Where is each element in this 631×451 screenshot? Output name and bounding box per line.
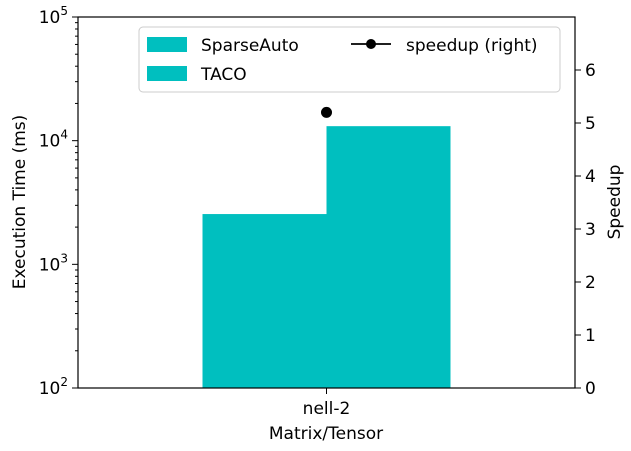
y-tick-label-3: 105 — [39, 4, 68, 28]
y-right-tick-label-3: 3 — [585, 220, 596, 240]
legend-label-sparseauto: SparseAuto — [201, 36, 299, 56]
legend-frame — [138, 26, 561, 93]
y-right-tick-label-6: 6 — [585, 61, 596, 81]
legend-marker-speedup — [366, 39, 376, 49]
right-axis-ticks: 0 1 2 3 4 5 6 — [575, 61, 596, 399]
y-tick-label-1: 103 — [39, 251, 68, 275]
x-tick-label-0: nell-2 — [303, 399, 351, 419]
legend-label-taco: TACO — [200, 65, 247, 85]
y-tick-label-0: 102 — [39, 375, 68, 399]
y-tick-label-2: 104 — [39, 128, 68, 152]
legend-swatch-taco — [147, 66, 187, 81]
y-right-tick-label-0: 0 — [585, 379, 596, 399]
left-axis-ticks: 102 103 104 105 — [39, 4, 78, 399]
speedup-point-0 — [321, 106, 332, 118]
y-right-tick-label-4: 4 — [585, 167, 596, 187]
y-right-tick-label-5: 5 — [585, 114, 596, 134]
bar-sparseauto-0 — [202, 214, 327, 388]
bar-taco-0 — [326, 126, 451, 388]
legend: SparseAuto TACO speedup (right) — [138, 26, 561, 93]
speedup-points — [321, 106, 332, 118]
legend-label-speedup: speedup (right) — [406, 36, 538, 56]
legend-swatch-sparseauto — [147, 37, 187, 52]
x-axis-label: Matrix/Tensor — [269, 424, 383, 444]
x-axis-ticks: nell-2 — [303, 388, 351, 419]
y-right-tick-label-2: 2 — [585, 273, 596, 293]
y-right-tick-label-1: 1 — [585, 326, 596, 346]
y-axis-label: Execution Time (ms) — [10, 115, 30, 290]
y-axis-label-right: Speedup — [605, 165, 625, 240]
bars — [202, 126, 451, 388]
